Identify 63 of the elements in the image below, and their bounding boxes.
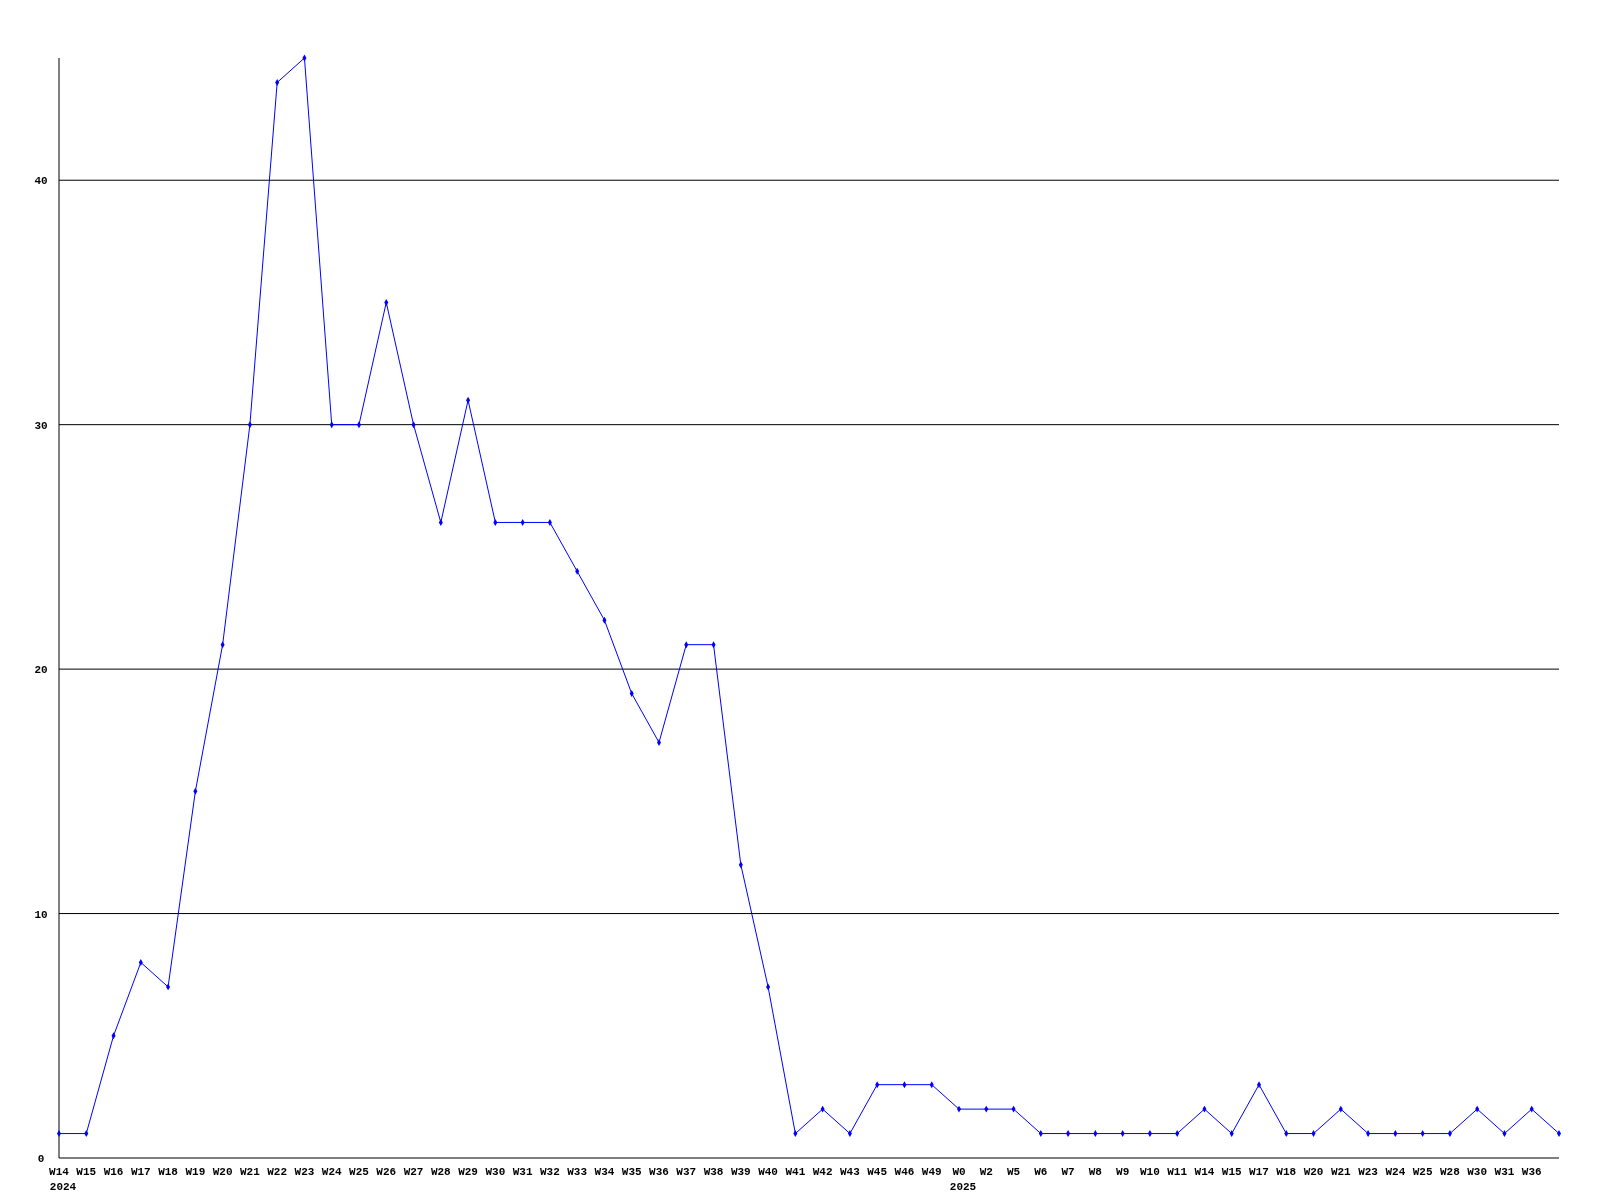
x-tick-label: W32: [540, 1166, 560, 1178]
x-tick-label: W43: [840, 1166, 861, 1178]
x-tick-label: W14 2024: [49, 1166, 77, 1193]
x-tick-label: W16: [103, 1166, 124, 1178]
x-tick-label: W19: [185, 1166, 206, 1178]
x-tick-label: W40: [758, 1166, 778, 1178]
x-tick-label: W35: [621, 1166, 643, 1178]
x-tick-label: W39: [730, 1166, 751, 1178]
x-tick-label: W23: [1358, 1166, 1379, 1178]
y-tick-label: 30: [34, 419, 48, 432]
x-tick-label: W22: [267, 1166, 288, 1178]
x-tick-label: W28: [430, 1166, 452, 1178]
x-tick-label: W28: [1440, 1166, 1461, 1178]
x-tick-label: W8: [1088, 1166, 1103, 1178]
x-tick-label: W36: [1521, 1166, 1542, 1178]
x-tick-label: W5: [1006, 1166, 1021, 1178]
x-tick-label: W18: [158, 1166, 179, 1178]
x-tick-label: W26: [376, 1166, 397, 1178]
x-tick-label: W20: [212, 1166, 233, 1178]
x-tick-label: W0 2025: [949, 1166, 977, 1193]
y-tick-label: 0: [37, 1153, 45, 1165]
x-tick-label: W36: [649, 1166, 669, 1178]
x-tick-label: W21: [240, 1166, 261, 1178]
y-tick-label: 40: [34, 175, 48, 188]
x-tick-label: W33: [567, 1166, 588, 1178]
x-tick-label: W23: [294, 1166, 315, 1178]
point: [1256, 1081, 1262, 1089]
x-tick-label: W9: [1116, 1166, 1130, 1178]
x-tick-label: W24: [1385, 1166, 1406, 1178]
x-tick-label: W24: [321, 1166, 343, 1178]
point: [356, 421, 362, 429]
x-tick-label: W30: [485, 1166, 506, 1178]
x-tick-label: W20: [1303, 1166, 1324, 1178]
x-tick-label: W38: [703, 1166, 724, 1178]
x-tick-label: W31: [1494, 1166, 1515, 1178]
x-tick-label: W27: [403, 1166, 424, 1178]
x-tick-label: W17: [130, 1166, 151, 1178]
x-tick-label: W14: [1194, 1166, 1215, 1178]
x-tick-label: W10: [1140, 1166, 1160, 1178]
x-tick-label: W15: [76, 1166, 97, 1178]
point: [956, 1105, 962, 1113]
x-tick-label: W11: [1167, 1166, 1188, 1178]
x-tick-label: W37: [676, 1166, 697, 1178]
x-tick-label: W49: [921, 1166, 942, 1178]
y-tick-label: 20: [34, 664, 48, 677]
x-tick-label: W45: [867, 1166, 888, 1178]
x-tick-label: W2: [979, 1166, 993, 1178]
x-tick-label: W42: [812, 1166, 833, 1178]
x-tick-label: W30: [1467, 1166, 1488, 1178]
x-tick-label: W29: [458, 1166, 478, 1178]
x-tick-label: W21: [1330, 1166, 1352, 1178]
x-tick-label: W18: [1276, 1166, 1297, 1178]
x-tick-label: W15: [1221, 1166, 1243, 1178]
x-tick-label: W41: [785, 1166, 806, 1178]
x-tick-label: W25: [349, 1166, 370, 1178]
x-tick-label: W34: [594, 1166, 615, 1178]
x-tick-label: W7: [1061, 1166, 1075, 1178]
x-tick-label: W6: [1034, 1166, 1048, 1178]
x-tick-label: W31: [512, 1166, 533, 1178]
x-tick-label: W25: [1412, 1166, 1433, 1178]
y-tick-label: 10: [34, 908, 48, 921]
x-tick-label: W46: [894, 1166, 915, 1178]
x-tick-label: W17: [1249, 1166, 1269, 1178]
